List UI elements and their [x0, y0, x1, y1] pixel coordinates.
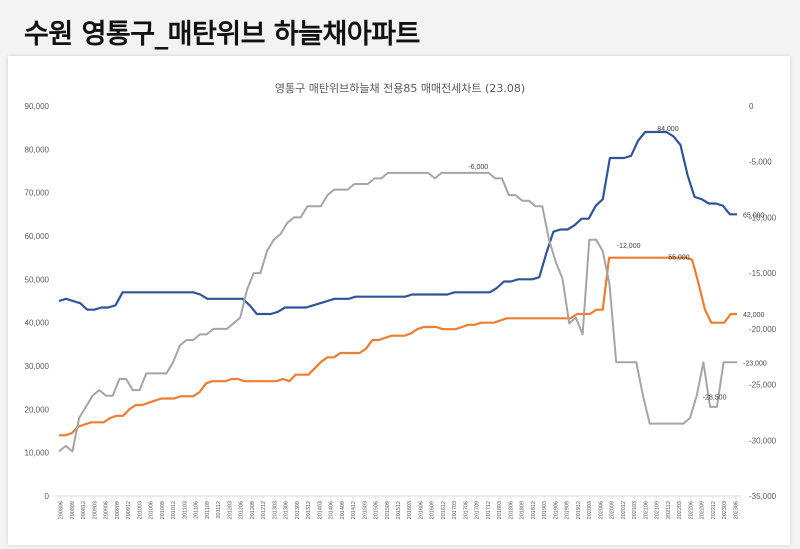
- x-tick-label: 201412: [351, 501, 357, 519]
- x-tick-label: 202306: [733, 501, 739, 519]
- x-tick-label: 201006: [149, 501, 155, 519]
- series-layer: [58, 130, 737, 453]
- y-right-tick-label: -30,000: [749, 436, 777, 445]
- x-tick-label: 201106: [194, 501, 200, 519]
- x-tick-label: 201303: [272, 501, 278, 519]
- data-label: 84,000: [657, 126, 679, 133]
- y-left-tick-label: 30,000: [25, 362, 50, 371]
- x-tick-label: 202209: [700, 501, 706, 519]
- x-tick-label: 201409: [340, 501, 346, 519]
- x-tick-label: 201709: [475, 501, 481, 519]
- data-label: -28,500: [703, 395, 727, 402]
- x-tick-label: 202109: [655, 501, 661, 519]
- data-label: 42,000: [743, 312, 765, 319]
- x-tick-label: 201312: [306, 501, 312, 519]
- y-left-tick-label: 40,000: [25, 319, 50, 328]
- y-left-tick-label: 80,000: [25, 145, 50, 154]
- x-tick-label: 201206: [239, 501, 245, 519]
- x-tick-label: 201806: [508, 501, 514, 519]
- x-tick-label: 202106: [643, 501, 649, 519]
- x-tick-label: 201606: [418, 501, 424, 519]
- x-tick-label: 201203: [227, 501, 233, 519]
- x-tick-label: 202006: [598, 501, 604, 519]
- x-tick-label: 200809: [70, 501, 76, 519]
- data-label: -23,000: [743, 360, 767, 367]
- x-tick-label: 202112: [666, 501, 672, 519]
- x-tick-label: 201609: [430, 501, 436, 519]
- y-left-tick-label: 10,000: [25, 449, 50, 458]
- x-tick-label: 200812: [81, 501, 87, 519]
- x-tick-label: 200906: [104, 501, 110, 519]
- y-left-tick-label: 0: [45, 492, 50, 501]
- data-label: -6,000: [468, 164, 488, 171]
- x-tick-label: 201706: [463, 501, 469, 519]
- y-right-tick-label: -10,000: [749, 213, 777, 222]
- y-left-tick-label: 90,000: [25, 102, 50, 111]
- page-title: 수원 영통구_매탄위브 하늘채아파트: [24, 19, 420, 50]
- x-tick-label: 201503: [362, 501, 368, 519]
- y-right-tick-label: -20,000: [749, 325, 777, 334]
- x-tick-label: 201803: [497, 501, 503, 519]
- x-tick-label: 201512: [396, 501, 402, 519]
- x-tick-label: 202303: [722, 501, 728, 519]
- x-tick-label: 201209: [250, 501, 256, 519]
- x-tick-label: 201306: [284, 501, 290, 519]
- x-tick-label: 201506: [374, 501, 380, 519]
- y-left-tick-label: 50,000: [25, 275, 50, 284]
- y-right-tick-label: -15,000: [749, 269, 777, 278]
- x-tick-label: 202012: [621, 501, 627, 519]
- y-right-tick-label: -25,000: [749, 381, 777, 390]
- y-left-tick-label: 70,000: [25, 189, 50, 198]
- x-tick-label: 201112: [216, 501, 222, 519]
- x-tick-label: 202203: [677, 501, 683, 519]
- x-tick-label: 201009: [160, 501, 166, 519]
- x-tick-label: 201003: [137, 501, 143, 519]
- chart-title: 영통구 매탄위브하늘채 전용85 매매전세차트 (23.08): [275, 81, 525, 95]
- series-line: [59, 256, 737, 437]
- y-right-tick-label: 0: [749, 102, 754, 111]
- series-line: [58, 171, 737, 453]
- x-tick-label: 201612: [441, 501, 447, 519]
- x-tick-label: 201109: [205, 501, 211, 519]
- x-tick-label: 201812: [531, 501, 537, 519]
- line-chart: 영통구 매탄위브하늘채 전용85 매매전세차트 (23.08) 0 10,000 2…: [25, 81, 777, 519]
- x-tick-label: 201103: [182, 501, 188, 519]
- x-tick-label: 200806: [59, 501, 65, 519]
- x-tick-label: 201906: [553, 501, 559, 519]
- x-tick-label: 201703: [452, 501, 458, 519]
- chart-frame: 영통구 매탄위브하늘채 전용85 매매전세차트 (23.08) 0 10,000 2…: [8, 56, 790, 545]
- y-left-tick-label: 20,000: [25, 405, 50, 414]
- data-label: -12,000: [617, 243, 641, 250]
- x-tick-label: 201903: [542, 501, 548, 519]
- x-tick-label: 201912: [576, 501, 582, 519]
- x-tick-label: 201403: [317, 501, 323, 519]
- x-tick-label: 202212: [711, 501, 717, 519]
- x-tick-label: 200912: [126, 501, 132, 519]
- x-tick-label: 202206: [688, 501, 694, 519]
- x-tick-label: 201603: [407, 501, 413, 519]
- x-tick-label: 201012: [171, 501, 177, 519]
- x-tick-label: 201212: [261, 501, 267, 519]
- annotation-layer: 84,000 65,000 55,000 42,000 -6,000 -12,000 -23…: [468, 126, 767, 402]
- axes-layer: 0 10,000 20,000 30,000 40,000 50,000 60,000 70,…: [25, 102, 777, 519]
- x-tick-label: 202103: [632, 501, 638, 519]
- data-label: 65,000: [743, 212, 765, 219]
- y-left-tick-label: 60,000: [25, 232, 50, 241]
- data-label: 55,000: [668, 255, 690, 262]
- y-right-tick-label: -5,000: [749, 158, 772, 167]
- x-tick-label: 202009: [610, 501, 616, 519]
- x-tick-label: 202003: [587, 501, 593, 519]
- x-tick-label: 201809: [520, 501, 526, 519]
- x-tick-label: 201712: [486, 501, 492, 519]
- y-right-tick-label: -35,000: [749, 492, 777, 501]
- x-tick-label: 201509: [385, 501, 391, 519]
- x-tick-label: 200909: [115, 501, 121, 519]
- x-tick-label: 201309: [295, 501, 301, 519]
- series-line: [58, 130, 737, 316]
- x-tick-label: 201909: [565, 501, 571, 519]
- x-tick-label: 201406: [329, 501, 335, 519]
- x-tick-label: 200903: [92, 501, 98, 519]
